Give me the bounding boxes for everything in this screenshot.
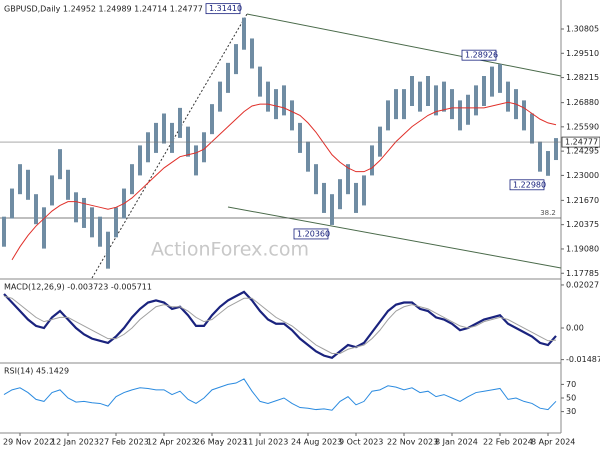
y-tick-label: 30 [566,407,576,416]
channel-lower [227,206,562,269]
panel-title: GBPUSD,Daily 1.24952 1.24989 1.24714 1.2… [4,5,203,14]
x-tick-label: 12 Jan 2023 [51,438,99,447]
y-tick-label: 50 [566,394,576,403]
y-tick-label: 1.19080 [566,244,599,253]
price-annotation: 1.20360 [297,229,330,238]
y-tick-label: 1.20375 [566,220,599,229]
channel-upper [246,13,562,77]
price-annotation-box [293,228,329,240]
x-tick-label: 9 Oct 2023 [339,438,383,447]
x-tick-label: 24 Aug 2023 [291,438,342,447]
indicator-line [3,290,557,359]
layout [0,0,562,434]
price-annotation-box [509,179,545,191]
price-annotation: 1.28926 [465,51,498,60]
y-tick-label: 1.24295 [566,147,599,156]
price-annotation-box [461,49,497,61]
price-annotation: 1.31410 [209,4,242,13]
y-tick-label: 1.28215 [566,73,599,82]
x-tick-label: 26 May 2023 [195,438,247,447]
last-price-label: 1.24777 [565,138,598,147]
x-tick-label: 22 Feb 2024 [483,438,533,447]
y-tick-label: 0.00 [566,324,584,333]
x-tick-label: 8 Apr 2024 [531,438,575,447]
y-tick-label: 1.30805 [566,24,599,33]
y-tick-label: 1.21670 [566,196,599,205]
indicator-line [3,295,557,355]
y-tick-label: 70 [566,380,576,389]
x-tick-label: 8 Jan 2024 [435,438,478,447]
x-tick-label: 11 Jul 2023 [243,438,288,447]
indicator-line [3,378,557,411]
y-tick-label: -0.014877 [566,355,600,364]
y-tick-label: 1.17785 [566,269,599,278]
y-tick-label: 1.29510 [566,49,599,58]
trend-dotted [91,13,248,279]
x-tick-label: 22 Nov 2023 [387,438,438,447]
y-tick-label: 1.26880 [566,98,599,107]
panel-title: RSI(14) 45.1429 [4,367,69,376]
fib-label: 38.2 [540,209,556,217]
panel-title: MACD(12,26,9) -0.003723 -0.005711 [4,283,152,292]
watermark: ActionForex.com [151,239,309,261]
x-tick-label: 12 Apr 2023 [147,438,196,447]
moving-average [11,101,557,261]
y-tick-label: 1.23000 [566,171,599,180]
price-annotation: 1.22980 [513,180,546,189]
y-tick-label: 0.02027 [566,280,599,289]
last-price-box [561,136,600,148]
y-tick-label: 1.25590 [566,122,599,131]
price-annotation-box [205,3,241,15]
x-tick-label: 29 Nov 2022 [3,438,54,447]
x-tick-label: 27 Feb 2023 [99,438,149,447]
